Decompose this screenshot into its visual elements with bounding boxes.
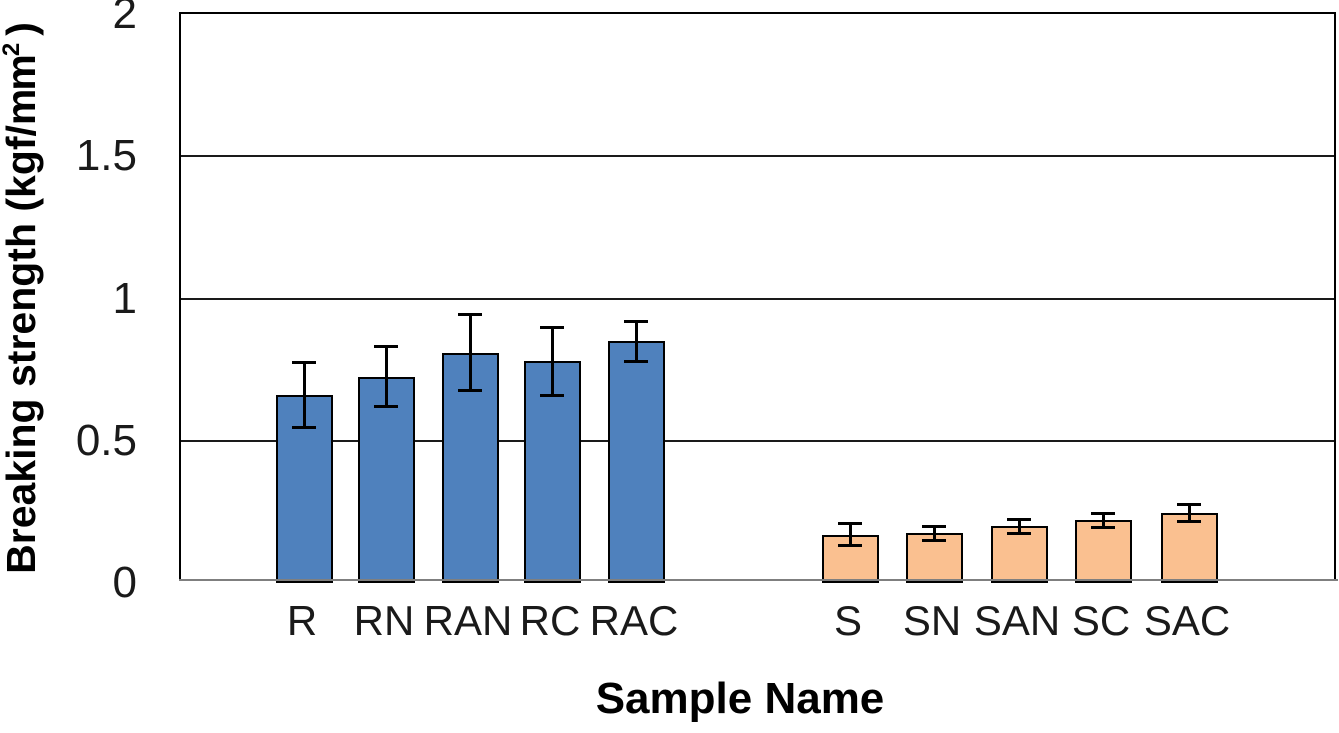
y-axis-unit-exponent: 2 — [0, 42, 25, 57]
error-bar-RN — [384, 345, 388, 409]
bar-RC — [523, 361, 581, 583]
x-category-label-SC: SC — [1071, 597, 1131, 644]
bar-RN — [357, 376, 415, 583]
x-category-label-SN: SN — [902, 597, 962, 644]
error-bar-cap-SAC-low — [1177, 520, 1201, 524]
bar-SAN — [990, 526, 1048, 583]
error-bar-SN — [932, 524, 936, 542]
error-bar-cap-SC-high — [1091, 511, 1115, 515]
error-bar-cap-SN-high — [922, 524, 946, 528]
error-bar-cap-RC-high — [540, 325, 564, 329]
y-axis-unit: mm — [0, 56, 44, 126]
error-bar-RC — [550, 325, 554, 397]
x-category-label-RAN: RAN — [423, 597, 513, 644]
x-category-label-RAC: RAC — [589, 597, 679, 644]
bar-RAC — [607, 341, 665, 583]
error-bar-SAC — [1187, 503, 1191, 524]
gridline-1.5 — [181, 155, 1334, 158]
y-tick-label-1: 1 — [112, 273, 137, 323]
error-bar-RAC — [634, 319, 638, 363]
error-bar-cap-SC-low — [1091, 525, 1115, 529]
error-bar-cap-RAC-low — [624, 359, 648, 363]
y-tick-label-0.5: 0.5 — [75, 415, 137, 465]
x-category-label-SAN: SAN — [973, 597, 1061, 644]
x-axis-line — [179, 579, 1338, 581]
x-category-label-SAC: SAC — [1143, 597, 1231, 644]
error-bar-cap-SAC-high — [1177, 503, 1201, 507]
error-bar-RAN — [468, 312, 472, 393]
gridline-1 — [181, 297, 1334, 300]
y-tick-label-1.5: 1.5 — [75, 131, 137, 181]
error-bar-cap-R-high — [292, 361, 316, 365]
bar-SAC — [1160, 513, 1218, 583]
x-category-label-RN: RN — [353, 597, 415, 644]
error-bar-cap-RC-low — [540, 393, 564, 397]
error-bar-cap-SAN-low — [1007, 531, 1031, 535]
plot-area — [179, 12, 1336, 583]
error-bar-S — [848, 521, 852, 548]
error-bar-cap-RAC-high — [624, 319, 648, 323]
error-bar-cap-SAN-high — [1007, 517, 1031, 521]
error-bar-cap-RN-low — [374, 405, 398, 409]
error-bar-SAN — [1017, 517, 1021, 535]
x-category-label-S: S — [833, 597, 862, 644]
bar-SC — [1074, 520, 1132, 583]
error-bar-cap-RN-high — [374, 345, 398, 349]
y-tick-label-2: 2 — [112, 0, 137, 38]
error-bar-cap-R-low — [292, 426, 316, 430]
error-bar-cap-RAN-high — [458, 312, 482, 316]
y-tick-label-0: 0 — [112, 558, 137, 607]
x-axis-title: Sample Name — [595, 674, 885, 723]
gridline-0.5 — [181, 439, 1334, 442]
error-bar-cap-SN-low — [922, 538, 946, 542]
error-bar-SC — [1101, 511, 1105, 529]
x-category-label-R: R — [286, 597, 318, 644]
x-category-label-RC: RC — [519, 597, 581, 644]
error-bar-cap-S-high — [838, 521, 862, 525]
error-bar-cap-RAN-low — [458, 389, 482, 393]
y-axis-title-prefix: Breaking strength (kgf/ — [0, 125, 44, 574]
error-bar-R — [302, 361, 306, 430]
error-bar-cap-S-low — [838, 544, 862, 548]
